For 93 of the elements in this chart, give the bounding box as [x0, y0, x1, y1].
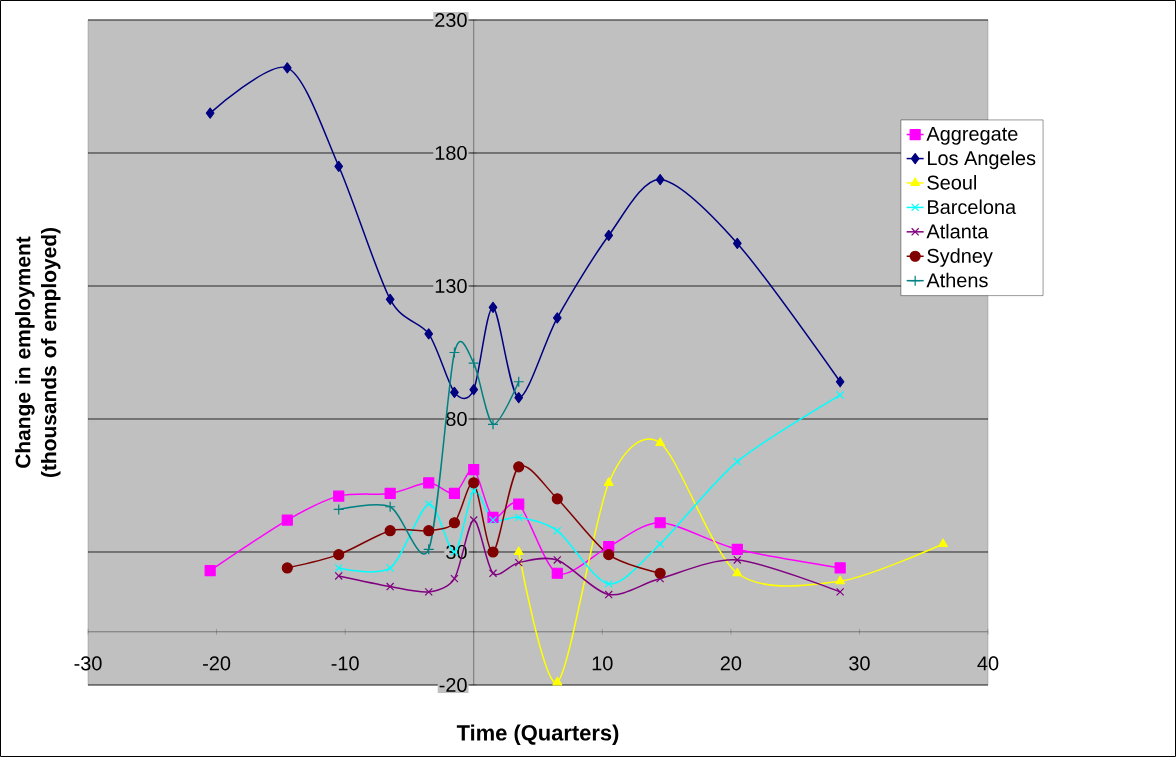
point [468, 357, 480, 369]
point [733, 555, 742, 565]
point [654, 567, 666, 579]
point [514, 392, 524, 404]
point [835, 376, 845, 388]
legend-label: Los Angeles [928, 150, 1036, 170]
x-tick-label: -30 [74, 656, 102, 671]
point [655, 437, 666, 447]
point [385, 293, 395, 305]
point [513, 376, 525, 388]
point [834, 562, 846, 574]
point [553, 555, 562, 565]
point [450, 386, 459, 398]
point [836, 587, 845, 597]
x-tick-label: -10 [331, 656, 359, 671]
point [423, 543, 435, 555]
point [733, 457, 742, 466]
x-tick-label: 40 [977, 656, 999, 671]
point [448, 346, 461, 359]
point [551, 493, 563, 505]
x-tick-label: 20 [720, 656, 742, 671]
legend-label: Athens [926, 272, 988, 288]
point [384, 487, 396, 500]
point [450, 574, 459, 583]
legend-label: Atlanta [926, 223, 989, 239]
point [603, 549, 615, 561]
y-tick-label: 180 [435, 145, 467, 161]
point [513, 546, 524, 556]
point [384, 501, 396, 513]
point [604, 229, 614, 242]
point [551, 567, 563, 579]
point [655, 173, 665, 186]
legend-label: Barcelona [928, 199, 1017, 215]
point [386, 582, 395, 591]
point [281, 514, 293, 526]
y-tick-label: 230 [435, 12, 467, 28]
legend-label: Seoul [927, 175, 977, 190]
point [204, 565, 216, 577]
y-tick-label: -20 [439, 677, 467, 693]
point [468, 463, 480, 476]
point [334, 571, 343, 581]
point [552, 676, 563, 686]
x-axis-title: Time (Quarters) [456, 724, 619, 745]
point [732, 237, 742, 250]
point [469, 384, 479, 396]
point [835, 575, 846, 585]
point [469, 515, 478, 525]
point [938, 538, 948, 548]
point [448, 517, 461, 529]
point [386, 563, 395, 573]
y-axis-title: Change in employment (thousands of employed) [15, 228, 61, 477]
point [334, 563, 343, 573]
x-tick-label: 10 [592, 656, 613, 671]
x-tick-label: 30 [849, 656, 870, 671]
point [424, 328, 434, 340]
point [836, 390, 845, 400]
point [333, 549, 345, 561]
y-tick-label: 80 [446, 411, 467, 427]
point [552, 312, 562, 324]
point [281, 562, 293, 574]
point [468, 477, 480, 489]
point [334, 160, 344, 172]
point [333, 490, 345, 502]
x-tick-label: -20 [203, 656, 231, 671]
point [656, 539, 665, 549]
point [514, 513, 523, 522]
point [604, 579, 613, 589]
point [333, 503, 345, 516]
point [654, 517, 666, 529]
point [282, 62, 292, 74]
point [603, 477, 614, 486]
point [384, 525, 396, 537]
point [448, 487, 461, 500]
point [513, 498, 525, 510]
point [513, 461, 525, 473]
point [424, 499, 433, 509]
point [604, 590, 613, 599]
point [424, 587, 433, 597]
point [487, 546, 499, 558]
point [514, 558, 523, 567]
point [205, 107, 215, 119]
point [732, 567, 743, 577]
point [488, 569, 498, 578]
legend-label: Aggregate [926, 126, 1018, 145]
point [731, 543, 743, 555]
point [423, 525, 435, 537]
point [488, 301, 498, 313]
y-tick-label: 130 [435, 278, 467, 294]
legend-label: Sydney [927, 248, 993, 267]
point [553, 526, 562, 535]
point [487, 418, 499, 430]
point [423, 477, 435, 489]
point [469, 486, 478, 495]
